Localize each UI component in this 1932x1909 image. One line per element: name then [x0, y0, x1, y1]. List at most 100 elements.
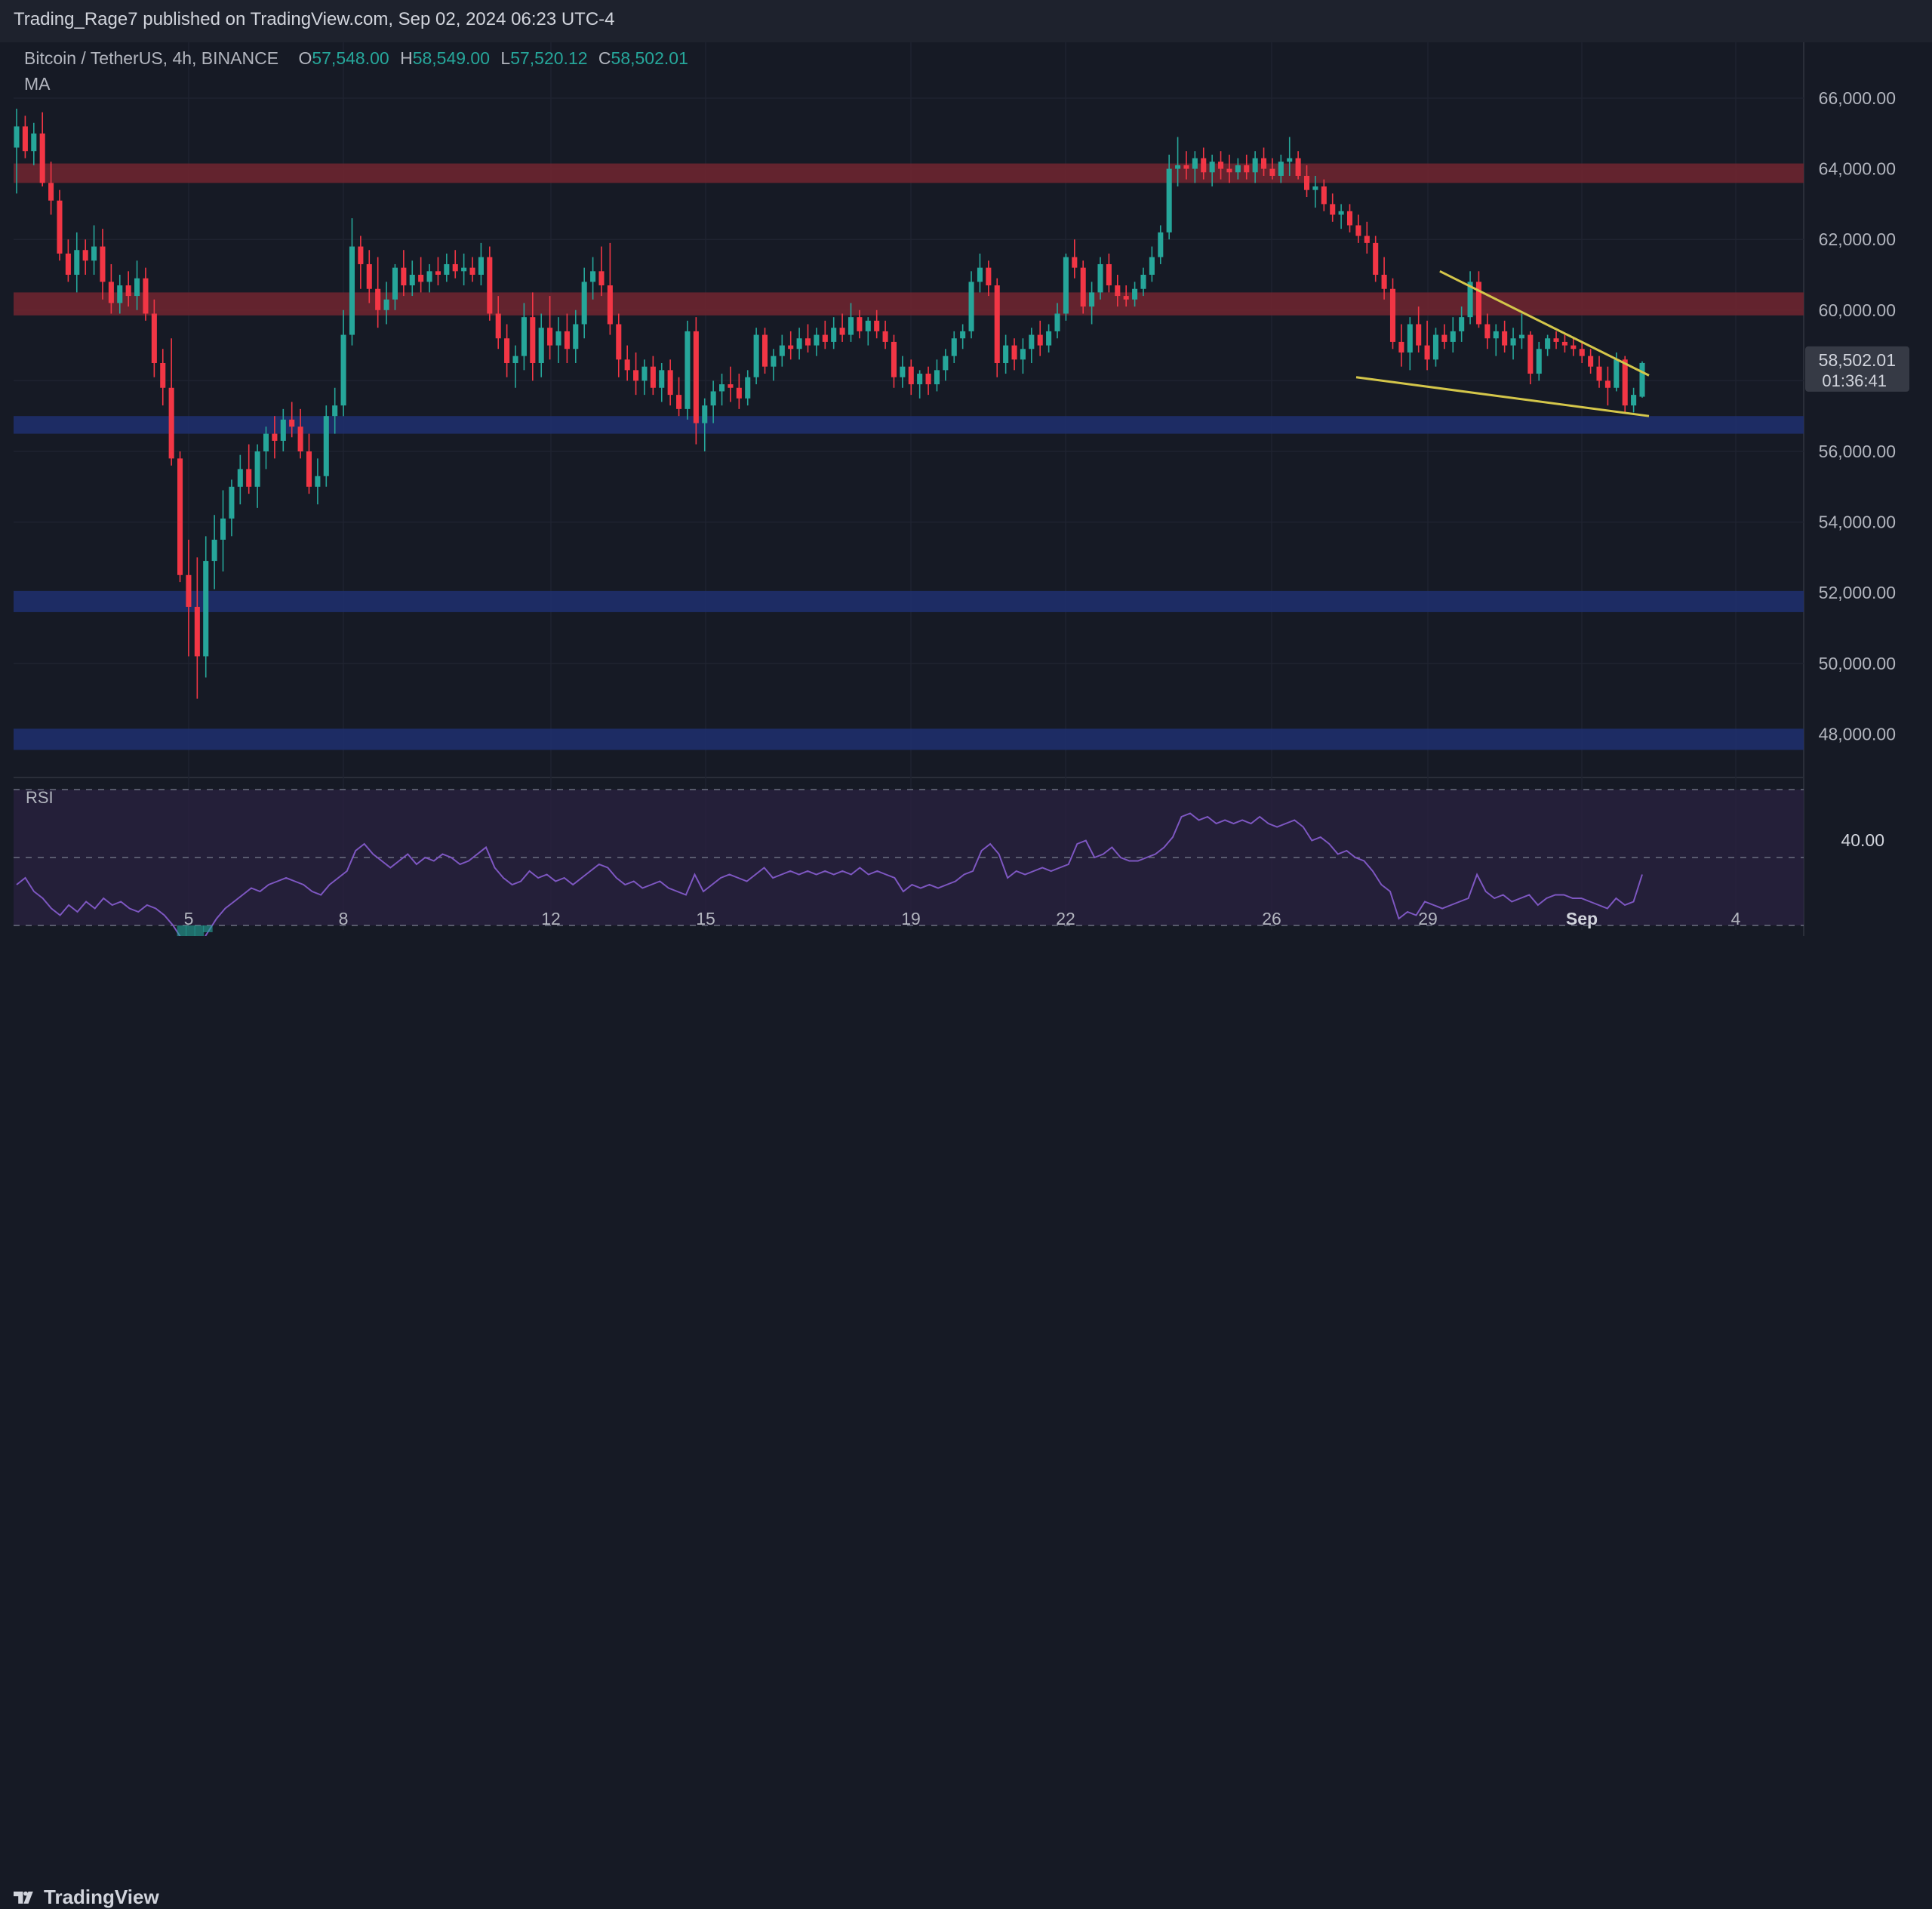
candle-body	[186, 574, 192, 607]
candle-body	[917, 374, 923, 385]
candle-body	[1244, 165, 1250, 173]
candle-body	[297, 426, 303, 451]
candle-body	[57, 200, 63, 254]
candle-body	[1510, 338, 1516, 346]
candle-body	[822, 334, 828, 342]
candle-body	[719, 384, 725, 392]
candle-body	[1115, 285, 1121, 297]
time-tick-label: 29	[1418, 909, 1438, 928]
support-zone	[14, 590, 1804, 612]
high-label: H	[400, 48, 413, 68]
candle-body	[581, 282, 587, 325]
candle-body	[616, 324, 622, 360]
candle-body	[125, 285, 131, 297]
candle-body	[478, 257, 484, 275]
candle-body	[779, 345, 785, 356]
candle-body	[254, 451, 260, 487]
candle-body	[1183, 165, 1189, 169]
candle-body	[598, 271, 605, 286]
candle-body	[22, 126, 28, 152]
candle-body	[564, 331, 570, 349]
candle-body	[1588, 356, 1594, 367]
candle-body	[633, 370, 639, 381]
rsi-axis-label: 40.00	[1841, 830, 1884, 850]
candle-body	[1484, 324, 1491, 339]
candle-body	[1518, 334, 1524, 339]
time-tick-label: Sep	[1566, 909, 1598, 928]
candle-body	[220, 518, 226, 540]
resistance-zone	[14, 292, 1804, 316]
candle-body	[1140, 275, 1146, 289]
candle-body	[538, 328, 544, 363]
candle-body	[1631, 395, 1637, 406]
candle-body	[745, 377, 751, 399]
time-tick-label: 15	[696, 909, 715, 928]
candle-body	[650, 366, 656, 388]
price-axis: 66,000.00 64,000.00 62,000.00 60,000.00 56,0…	[1805, 88, 1909, 744]
candle-body	[1149, 257, 1155, 275]
candle-body	[1166, 168, 1172, 232]
candle-body	[986, 267, 992, 286]
time-axis: 5 8 12 15 19 22 26 29 Sep 4	[184, 909, 1741, 928]
candle-body	[659, 370, 665, 388]
candle-body	[804, 338, 811, 346]
candle-body	[82, 250, 88, 261]
rsi-label: RSI	[26, 788, 54, 807]
candle-body	[1330, 204, 1336, 215]
candle-body	[160, 363, 166, 388]
candle-body	[289, 419, 295, 427]
candle-body	[1355, 225, 1361, 236]
candle-body	[263, 433, 269, 451]
candle-body	[900, 366, 906, 377]
candle-body	[994, 285, 1000, 363]
candle-body	[624, 359, 630, 371]
wedge-upper-line	[1439, 269, 1650, 377]
candle-body	[211, 540, 217, 562]
candle-body	[332, 405, 338, 417]
candle-body	[435, 271, 441, 275]
candle-body	[1303, 175, 1310, 190]
candle-body	[857, 317, 863, 331]
candle-body	[117, 285, 123, 303]
time-tick-label: 4	[1731, 909, 1741, 928]
candle-body	[960, 331, 966, 339]
candle-body	[1467, 282, 1473, 318]
price-tick-label: 50,000.00	[1819, 654, 1896, 673]
candle-body	[1097, 263, 1103, 293]
candle-body	[1389, 288, 1396, 342]
candle-body	[108, 282, 114, 303]
candle-body	[177, 458, 183, 575]
candle-body	[1072, 257, 1078, 268]
candle-body	[512, 356, 518, 363]
candle-body	[1106, 263, 1112, 286]
candle-body	[728, 384, 734, 388]
time-tick-label: 26	[1262, 909, 1281, 928]
candle-body	[796, 338, 802, 349]
candle-body	[1639, 362, 1645, 397]
open-label: O	[298, 48, 312, 68]
candle-body	[547, 328, 553, 346]
candle-body	[1407, 324, 1413, 353]
candle-body	[1226, 168, 1232, 173]
resistance-zone	[14, 163, 1804, 183]
candle-body	[1441, 334, 1447, 342]
candle-body	[925, 374, 931, 385]
symbol-name[interactable]: Bitcoin / TetherUS, 4h, BINANCE	[24, 48, 279, 68]
ma-indicator-label[interactable]: MA	[24, 74, 51, 94]
price-chart[interactable]: 66,000.00 64,000.00 62,000.00 60,000.00 56,0…	[0, 0, 1932, 936]
candle-body	[530, 317, 536, 363]
candle-body	[487, 257, 493, 314]
candle-body	[1553, 338, 1559, 342]
candle-body	[1622, 359, 1628, 406]
candle-body	[555, 331, 561, 346]
candle-body	[168, 387, 174, 459]
price-tick-label: 64,000.00	[1819, 159, 1896, 179]
candle-body	[1252, 158, 1258, 173]
candle-body	[934, 370, 940, 385]
candle-body	[461, 267, 467, 272]
candle-body	[280, 419, 286, 441]
candle-body	[977, 267, 983, 282]
candle-body	[48, 183, 54, 201]
tradingview-logo[interactable]: TradingView	[14, 1886, 159, 1909]
candle-body	[1269, 168, 1275, 176]
